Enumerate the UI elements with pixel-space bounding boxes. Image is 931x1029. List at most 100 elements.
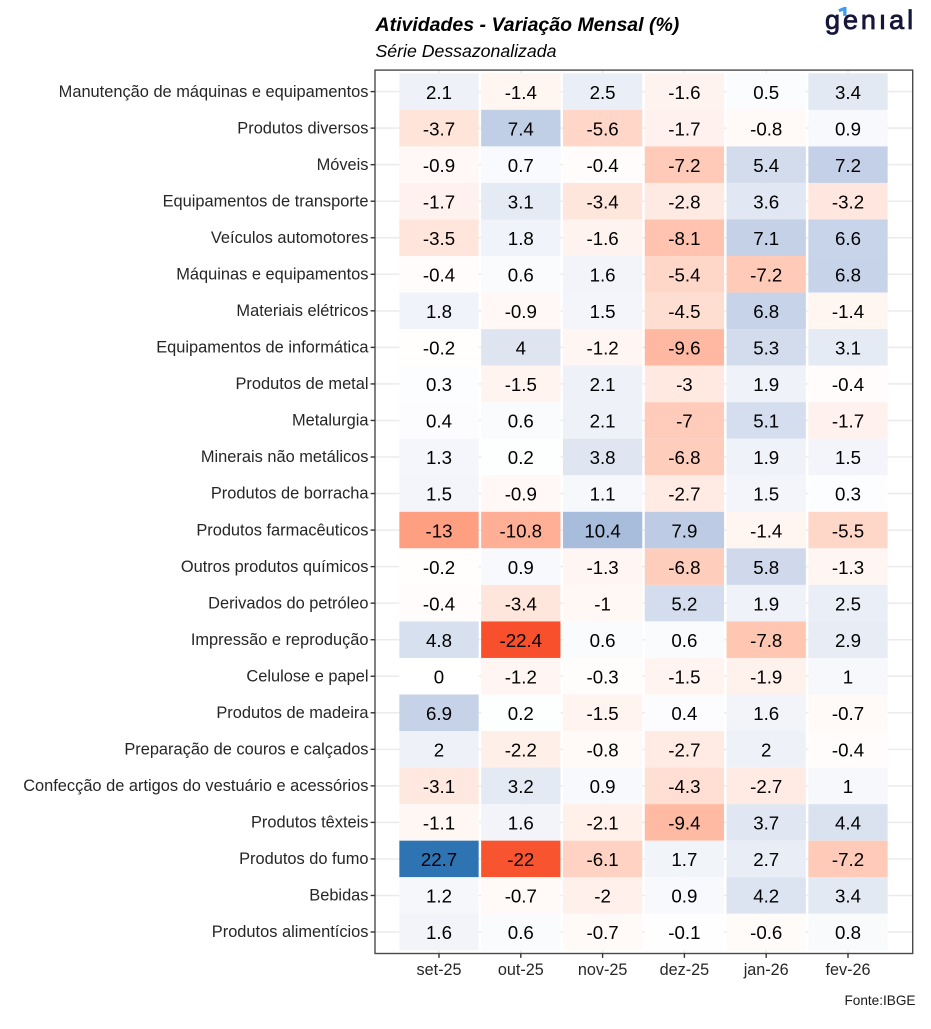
svg-text:7.1: 7.1 — [753, 228, 779, 249]
svg-text:-9.6: -9.6 — [668, 338, 700, 359]
svg-text:-0.4: -0.4 — [423, 593, 455, 614]
svg-text:3.7: 3.7 — [753, 813, 779, 834]
svg-text:-1.4: -1.4 — [750, 520, 782, 541]
svg-text:-7: -7 — [676, 411, 693, 432]
svg-text:-0.9: -0.9 — [423, 155, 455, 176]
svg-text:1.6: 1.6 — [426, 922, 452, 943]
svg-text:-1.2: -1.2 — [586, 338, 618, 359]
svg-text:1.8: 1.8 — [426, 301, 452, 322]
svg-text:5.8: 5.8 — [753, 557, 779, 578]
svg-text:-8.1: -8.1 — [668, 228, 700, 249]
svg-text:4.2: 4.2 — [753, 886, 779, 907]
svg-text:0.8: 0.8 — [835, 922, 861, 943]
svg-text:-0.7: -0.7 — [586, 922, 618, 943]
svg-text:-0.7: -0.7 — [832, 703, 864, 724]
svg-text:3.2: 3.2 — [508, 776, 534, 797]
svg-text:0.6: 0.6 — [508, 411, 534, 432]
svg-text:Série Dessazonalizada: Série Dessazonalizada — [376, 41, 557, 61]
svg-text:1.5: 1.5 — [835, 447, 861, 468]
svg-text:-5.6: -5.6 — [586, 118, 618, 139]
svg-text:0.4: 0.4 — [426, 411, 452, 432]
svg-text:2: 2 — [434, 740, 444, 761]
svg-text:Produtos de borracha: Produtos de borracha — [211, 485, 370, 503]
svg-text:-3.2: -3.2 — [832, 191, 864, 212]
svg-text:3.4: 3.4 — [835, 82, 861, 103]
svg-text:0.3: 0.3 — [426, 374, 452, 395]
svg-text:-1.6: -1.6 — [586, 228, 618, 249]
svg-text:Derivados do petróleo: Derivados do petróleo — [208, 594, 368, 612]
svg-text:1.5: 1.5 — [426, 484, 452, 505]
svg-text:-0.4: -0.4 — [586, 155, 618, 176]
svg-text:3.1: 3.1 — [835, 338, 861, 359]
svg-text:-2: -2 — [594, 886, 611, 907]
svg-text:-4.3: -4.3 — [668, 776, 700, 797]
svg-text:1: 1 — [843, 666, 853, 687]
svg-text:-6.8: -6.8 — [668, 557, 700, 578]
svg-text:1.9: 1.9 — [753, 374, 779, 395]
svg-text:-0.8: -0.8 — [750, 118, 782, 139]
svg-text:0: 0 — [434, 666, 444, 687]
svg-text:-0.9: -0.9 — [505, 484, 537, 505]
svg-text:-0.4: -0.4 — [832, 740, 864, 761]
svg-text:0.5: 0.5 — [753, 82, 779, 103]
svg-text:-22.4: -22.4 — [499, 630, 542, 651]
svg-text:2.7: 2.7 — [753, 849, 779, 870]
svg-text:-6.8: -6.8 — [668, 447, 700, 468]
svg-text:Produtos alimentícios: Produtos alimentícios — [212, 923, 369, 941]
svg-text:-0.9: -0.9 — [505, 301, 537, 322]
svg-text:1.6: 1.6 — [590, 265, 616, 286]
svg-text:2.5: 2.5 — [590, 82, 616, 103]
svg-text:1.2: 1.2 — [426, 886, 452, 907]
svg-text:Bebidas: Bebidas — [309, 887, 368, 905]
svg-text:3.1: 3.1 — [508, 191, 534, 212]
svg-text:6.6: 6.6 — [835, 228, 861, 249]
svg-text:1.6: 1.6 — [508, 813, 534, 834]
svg-text:-5.5: -5.5 — [832, 520, 864, 541]
svg-text:-3.1: -3.1 — [423, 776, 455, 797]
svg-text:Fonte:IBGE: Fonte:IBGE — [844, 993, 915, 1008]
svg-text:-0.7: -0.7 — [505, 886, 537, 907]
svg-text:4.8: 4.8 — [426, 630, 452, 651]
svg-text:set-25: set-25 — [417, 961, 462, 979]
svg-text:5.2: 5.2 — [671, 593, 697, 614]
svg-text:Produtos diversos: Produtos diversos — [237, 119, 368, 137]
svg-text:2.9: 2.9 — [835, 630, 861, 651]
svg-text:Máquinas e equipamentos: Máquinas e equipamentos — [176, 266, 368, 284]
svg-text:-1.5: -1.5 — [586, 703, 618, 724]
svg-text:-3.4: -3.4 — [505, 593, 537, 614]
svg-text:0.9: 0.9 — [671, 886, 697, 907]
svg-text:Produtos do fumo: Produtos do fumo — [239, 850, 368, 868]
svg-text:Produtos de madeira: Produtos de madeira — [216, 704, 369, 722]
svg-text:-4.5: -4.5 — [668, 301, 700, 322]
svg-text:-1.4: -1.4 — [505, 82, 537, 103]
svg-text:-2.7: -2.7 — [750, 776, 782, 797]
svg-text:-7.8: -7.8 — [750, 630, 782, 651]
svg-text:0.4: 0.4 — [671, 703, 697, 724]
svg-text:-1.3: -1.3 — [832, 557, 864, 578]
svg-text:-3.7: -3.7 — [423, 118, 455, 139]
svg-text:-0.2: -0.2 — [423, 557, 455, 578]
svg-text:jan-26: jan-26 — [743, 961, 789, 979]
svg-text:5.4: 5.4 — [753, 155, 779, 176]
svg-text:-1.7: -1.7 — [423, 191, 455, 212]
svg-text:-2.2: -2.2 — [505, 740, 537, 761]
svg-text:-0.4: -0.4 — [423, 265, 455, 286]
svg-text:3.8: 3.8 — [590, 447, 616, 468]
svg-text:-7.2: -7.2 — [832, 849, 864, 870]
svg-text:2.1: 2.1 — [590, 411, 616, 432]
svg-text:1.5: 1.5 — [753, 484, 779, 505]
svg-text:-2.1: -2.1 — [586, 813, 618, 834]
svg-text:-1.3: -1.3 — [586, 557, 618, 578]
svg-text:-2.7: -2.7 — [668, 740, 700, 761]
svg-text:1.5: 1.5 — [590, 301, 616, 322]
svg-text:fev-26: fev-26 — [826, 961, 871, 979]
svg-text:0.3: 0.3 — [835, 484, 861, 505]
svg-text:0.6: 0.6 — [590, 630, 616, 651]
svg-text:-3.4: -3.4 — [586, 191, 618, 212]
svg-text:-3: -3 — [676, 374, 693, 395]
svg-text:Equipamentos de transporte: Equipamentos de transporte — [163, 192, 369, 210]
svg-text:-13: -13 — [425, 520, 452, 541]
svg-text:-1.9: -1.9 — [750, 666, 782, 687]
svg-text:3.6: 3.6 — [753, 191, 779, 212]
svg-text:10.4: 10.4 — [584, 520, 620, 541]
